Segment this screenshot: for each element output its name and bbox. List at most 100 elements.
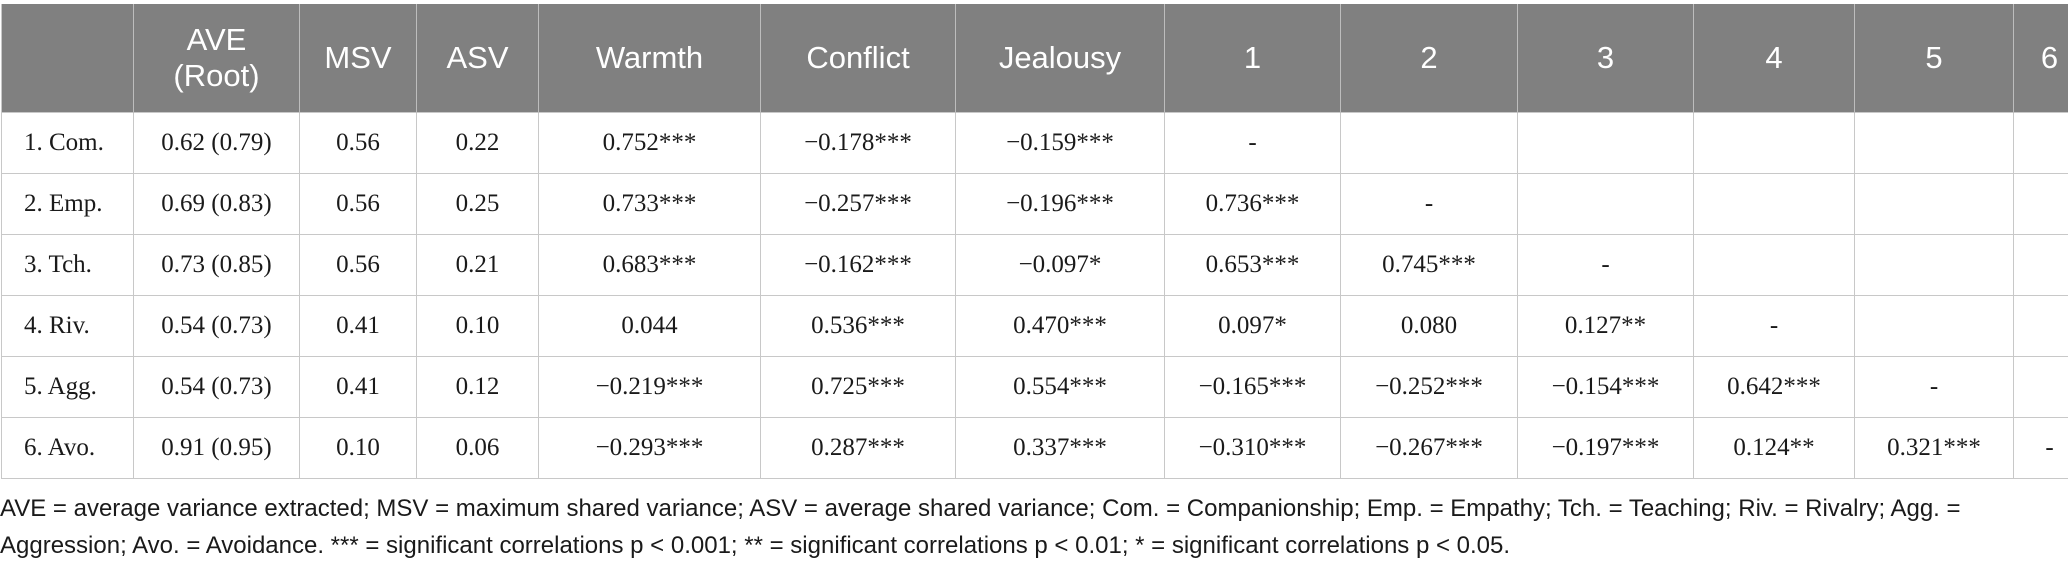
table-cell: - [1693,295,1855,357]
row-label: 5. Agg. [1,356,134,418]
table-cell: 0.736*** [1164,173,1341,235]
table-cell: 0.683*** [538,234,761,296]
header-cell-4: 4 [1693,4,1855,113]
table-cell: 0.25 [416,173,539,235]
table-cell: 0.91 (0.95) [133,417,300,479]
header-cell-5: 5 [1854,4,2014,113]
table-cell: 0.733*** [538,173,761,235]
table-cell [1854,112,2014,174]
table-cell [1517,112,1694,174]
table-cell: −0.178*** [760,112,956,174]
table-cell: −0.267*** [1340,417,1518,479]
table-cell: 0.22 [416,112,539,174]
table-cell [1854,173,2014,235]
table-cell: −0.257*** [760,173,956,235]
table-cell: 0.41 [299,356,417,418]
table-cell: −0.159*** [955,112,1165,174]
table-cell: −0.252*** [1340,356,1518,418]
table-cell: 0.54 (0.73) [133,295,300,357]
table-row: 6. Avo. 0.91 (0.95) 0.10 0.06 −0.293*** 0.287… [1,417,2068,479]
table-cell: 0.642*** [1693,356,1855,418]
table-row: 1. Com. 0.62 (0.79) 0.56 0.22 0.752*** −0.178… [1,112,2068,174]
table-cell: - [1340,173,1518,235]
correlation-table: AVE (Root) MSV ASV Warmth Conflict Jealou… [1,4,2068,479]
table-cell [1517,173,1694,235]
table-cell: 0.752*** [538,112,761,174]
table-cell: −0.165*** [1164,356,1341,418]
table-footnote: AVE = average variance extracted; MSV = … [0,495,1961,559]
table-cell: 0.127** [1517,295,1694,357]
row-label: 6. Avo. [1,417,134,479]
header-row: AVE (Root) MSV ASV Warmth Conflict Jealou… [1,4,2068,113]
table-body: 1. Com. 0.62 (0.79) 0.56 0.22 0.752*** −0.178… [1,112,2068,479]
table-cell: 0.56 [299,112,417,174]
table-cell: 0.337*** [955,417,1165,479]
header-line: AVE [186,22,247,57]
table-cell: 0.321*** [1854,417,2014,479]
table-cell [2013,295,2068,357]
table-cell: 0.745*** [1340,234,1518,296]
row-label: 2. Emp. [1,173,134,235]
table-cell: 0.287*** [760,417,956,479]
table-cell [1693,234,1855,296]
table-cell: - [1517,234,1694,296]
table-cell: 0.536*** [760,295,956,357]
table-cell: - [1164,112,1341,174]
table-cell: 0.10 [416,295,539,357]
table-cell: 0.21 [416,234,539,296]
table-cell: 0.725*** [760,356,956,418]
table-cell [2013,112,2068,174]
header-cell-ave: AVE (Root) [133,4,300,113]
table-container: AVE (Root) MSV ASV Warmth Conflict Jealou… [0,4,2068,479]
row-label: 4. Riv. [1,295,134,357]
header-cell-6: 6 [2013,4,2068,113]
table-cell [1854,295,2014,357]
header-cell-blank [1,4,134,113]
table-cell [1854,234,2014,296]
header-cell-asv: ASV [416,4,539,113]
table-cell: −0.197*** [1517,417,1694,479]
table-cell: −0.097* [955,234,1165,296]
table-cell: −0.293*** [538,417,761,479]
table-cell: −0.154*** [1517,356,1694,418]
table-cell [2013,356,2068,418]
table-cell: 0.73 (0.85) [133,234,300,296]
table-cell [1693,112,1855,174]
table-cell [1693,173,1855,235]
header-cell-jealousy: Jealousy [955,4,1165,113]
table-row: 4. Riv. 0.54 (0.73) 0.41 0.10 0.044 0.536*** 0… [1,295,2068,357]
table-cell: 0.554*** [955,356,1165,418]
table-cell: 0.06 [416,417,539,479]
table-cell: 0.470*** [955,295,1165,357]
header-cell-2: 2 [1340,4,1518,113]
table-cell: 0.10 [299,417,417,479]
table-cell: 0.080 [1340,295,1518,357]
table-cell: 0.41 [299,295,417,357]
table-cell: −0.310*** [1164,417,1341,479]
table-cell: 0.12 [416,356,539,418]
table-cell: 0.124** [1693,417,1855,479]
header-line: (Root) [173,58,260,93]
table-cell: 0.62 (0.79) [133,112,300,174]
table-cell: - [2013,417,2068,479]
header-cell-3: 3 [1517,4,1694,113]
table-cell: 0.69 (0.83) [133,173,300,235]
table-cell: 0.044 [538,295,761,357]
table-cell: 0.653*** [1164,234,1341,296]
header-cell-conflict: Conflict [760,4,956,113]
header-cell-warmth: Warmth [538,4,761,113]
table-cell: 0.54 (0.73) [133,356,300,418]
table-cell: 0.56 [299,234,417,296]
table-cell: - [1854,356,2014,418]
header-cell-msv: MSV [299,4,417,113]
table-row: 5. Agg. 0.54 (0.73) 0.41 0.12 −0.219*** 0.725… [1,356,2068,418]
table-cell [2013,173,2068,235]
table-cell: −0.162*** [760,234,956,296]
table-cell: −0.219*** [538,356,761,418]
row-label: 1. Com. [1,112,134,174]
table-cell [2013,234,2068,296]
table-row: 2. Emp. 0.69 (0.83) 0.56 0.25 0.733*** −0.257… [1,173,2068,235]
table-cell [1340,112,1518,174]
row-label: 3. Tch. [1,234,134,296]
table-cell: −0.196*** [955,173,1165,235]
